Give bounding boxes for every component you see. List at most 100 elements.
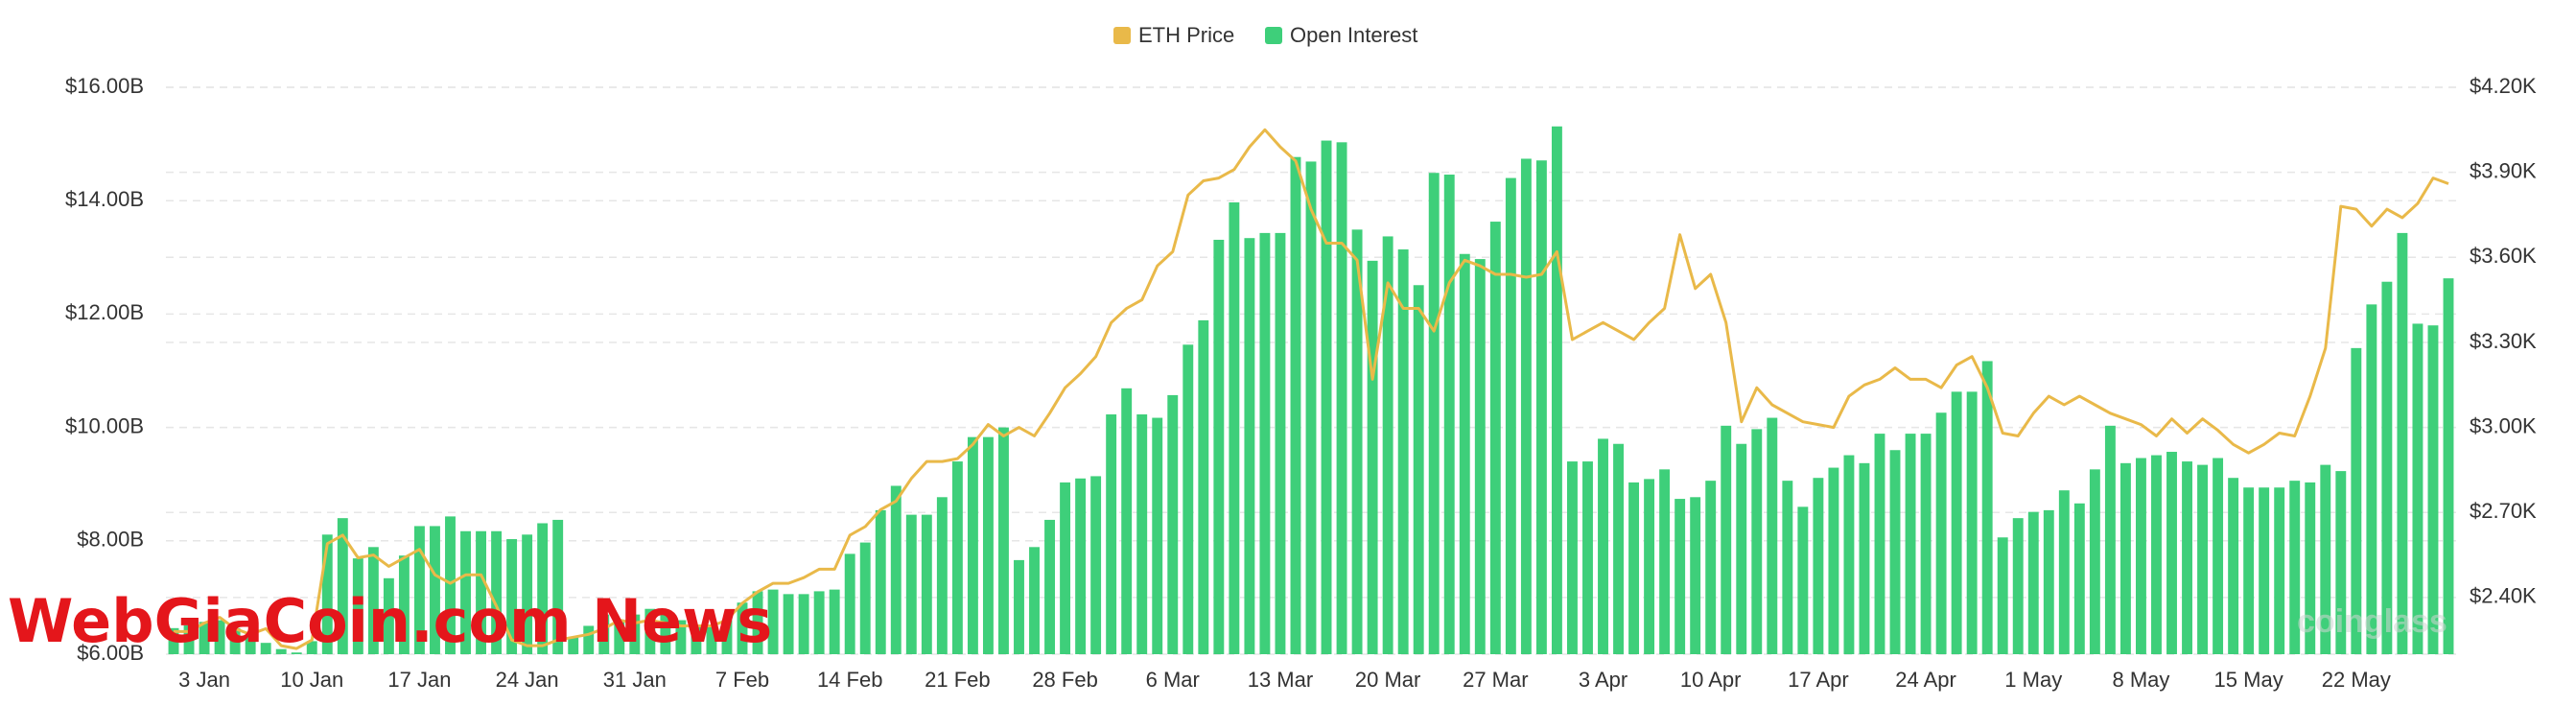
- x-tick-label: 21 Feb: [925, 668, 991, 692]
- bar: [1520, 158, 1532, 654]
- bar: [614, 620, 625, 654]
- bar: [1659, 469, 1671, 654]
- bar: [2166, 452, 2177, 654]
- bar: [199, 622, 210, 654]
- bar: [275, 648, 287, 654]
- y-tick-label: $12.00B: [65, 300, 144, 324]
- bar: [598, 614, 610, 654]
- bar: [1244, 238, 1255, 654]
- x-tick-label: 3 Apr: [1579, 668, 1628, 692]
- bar: [229, 627, 241, 654]
- bar: [691, 625, 702, 654]
- bar: [1459, 253, 1470, 654]
- y2-tick-label: $4.20K: [2470, 74, 2537, 98]
- bar: [2119, 462, 2131, 654]
- bar: [1721, 425, 1732, 654]
- bar: [367, 547, 379, 654]
- bar: [352, 558, 363, 654]
- bar: [767, 589, 779, 654]
- bar: [1705, 481, 1717, 654]
- y2-tick-label: $2.70K: [2470, 499, 2537, 523]
- x-tick-label: 7 Feb: [715, 668, 769, 692]
- bar: [798, 594, 809, 654]
- x-tick-label: 28 Feb: [1032, 668, 1098, 692]
- bar: [1889, 450, 1901, 654]
- bar: [2228, 478, 2239, 654]
- y-tick-label: $10.00B: [65, 413, 144, 437]
- bar: [1736, 443, 1747, 654]
- bar: [2027, 511, 2039, 654]
- x-tick-label: 15 May: [2214, 668, 2283, 692]
- bar: [506, 539, 518, 654]
- bar: [844, 553, 855, 654]
- y-tick-label: $8.00B: [77, 528, 144, 552]
- bar: [706, 625, 717, 654]
- bar: [2412, 323, 2424, 654]
- bar: [1090, 476, 1102, 654]
- bar: [1797, 506, 1809, 654]
- y2-tick-label: $3.60K: [2470, 244, 2537, 268]
- bar: [1259, 232, 1271, 654]
- bar: [383, 577, 394, 654]
- x-tick-label: 6 Mar: [1146, 668, 1200, 692]
- bar: [2397, 232, 2408, 654]
- bar: [890, 485, 902, 654]
- bar: [1413, 285, 1424, 654]
- y2-tick-label: $3.90K: [2470, 158, 2537, 182]
- bar: [2427, 325, 2439, 654]
- bar: [2259, 487, 2270, 654]
- bar: [2289, 481, 2301, 654]
- bar: [1474, 259, 1486, 654]
- bar: [1167, 394, 1179, 654]
- y-tick-label: $6.00B: [77, 641, 144, 665]
- x-tick-label: 14 Feb: [817, 668, 883, 692]
- bar: [1859, 462, 1870, 654]
- bar: [306, 641, 317, 654]
- bar: [1505, 177, 1516, 654]
- bar: [430, 526, 440, 654]
- bar: [260, 643, 271, 654]
- bar: [1951, 391, 1962, 654]
- bar: [2043, 509, 2054, 654]
- x-tick-label: 22 May: [2322, 668, 2391, 692]
- bar: [1198, 319, 1209, 654]
- bar: [1582, 461, 1593, 654]
- bar: [2443, 278, 2454, 654]
- bar: [460, 530, 471, 654]
- bar: [875, 509, 886, 654]
- bar: [675, 620, 687, 654]
- bar: [583, 625, 595, 654]
- bar: [644, 608, 656, 654]
- bar: [2089, 469, 2100, 654]
- bar: [168, 627, 179, 654]
- bar: [951, 461, 963, 654]
- bar: [2213, 458, 2224, 654]
- bar: [1397, 249, 1409, 654]
- x-tick-label: 24 Apr: [1895, 668, 1956, 692]
- x-tick-label: 1 May: [2004, 668, 2062, 692]
- bar: [1275, 232, 1286, 654]
- bar: [214, 620, 225, 654]
- bar: [1997, 537, 2008, 654]
- bar: [1966, 391, 1978, 654]
- bar: [2136, 458, 2146, 654]
- legend-label: Open Interest: [1290, 23, 1417, 47]
- bar: [2320, 464, 2331, 654]
- bar: [1183, 344, 1194, 654]
- bar: [1029, 547, 1040, 654]
- x-tick-label: 17 Apr: [1788, 668, 1849, 692]
- bar: [1075, 478, 1087, 654]
- y2-tick-label: $3.00K: [2470, 413, 2537, 437]
- bar: [1598, 438, 1608, 654]
- bar: [2104, 425, 2116, 654]
- bar: [1920, 434, 1932, 654]
- bar: [1690, 497, 1701, 654]
- bar: [629, 614, 641, 654]
- bar: [737, 602, 748, 654]
- bar: [337, 518, 348, 654]
- y2-tick-label: $3.30K: [2470, 329, 2537, 353]
- legend-swatch: [1113, 27, 1131, 44]
- bar: [398, 555, 410, 654]
- bar: [1613, 443, 1624, 654]
- bar: [445, 516, 456, 654]
